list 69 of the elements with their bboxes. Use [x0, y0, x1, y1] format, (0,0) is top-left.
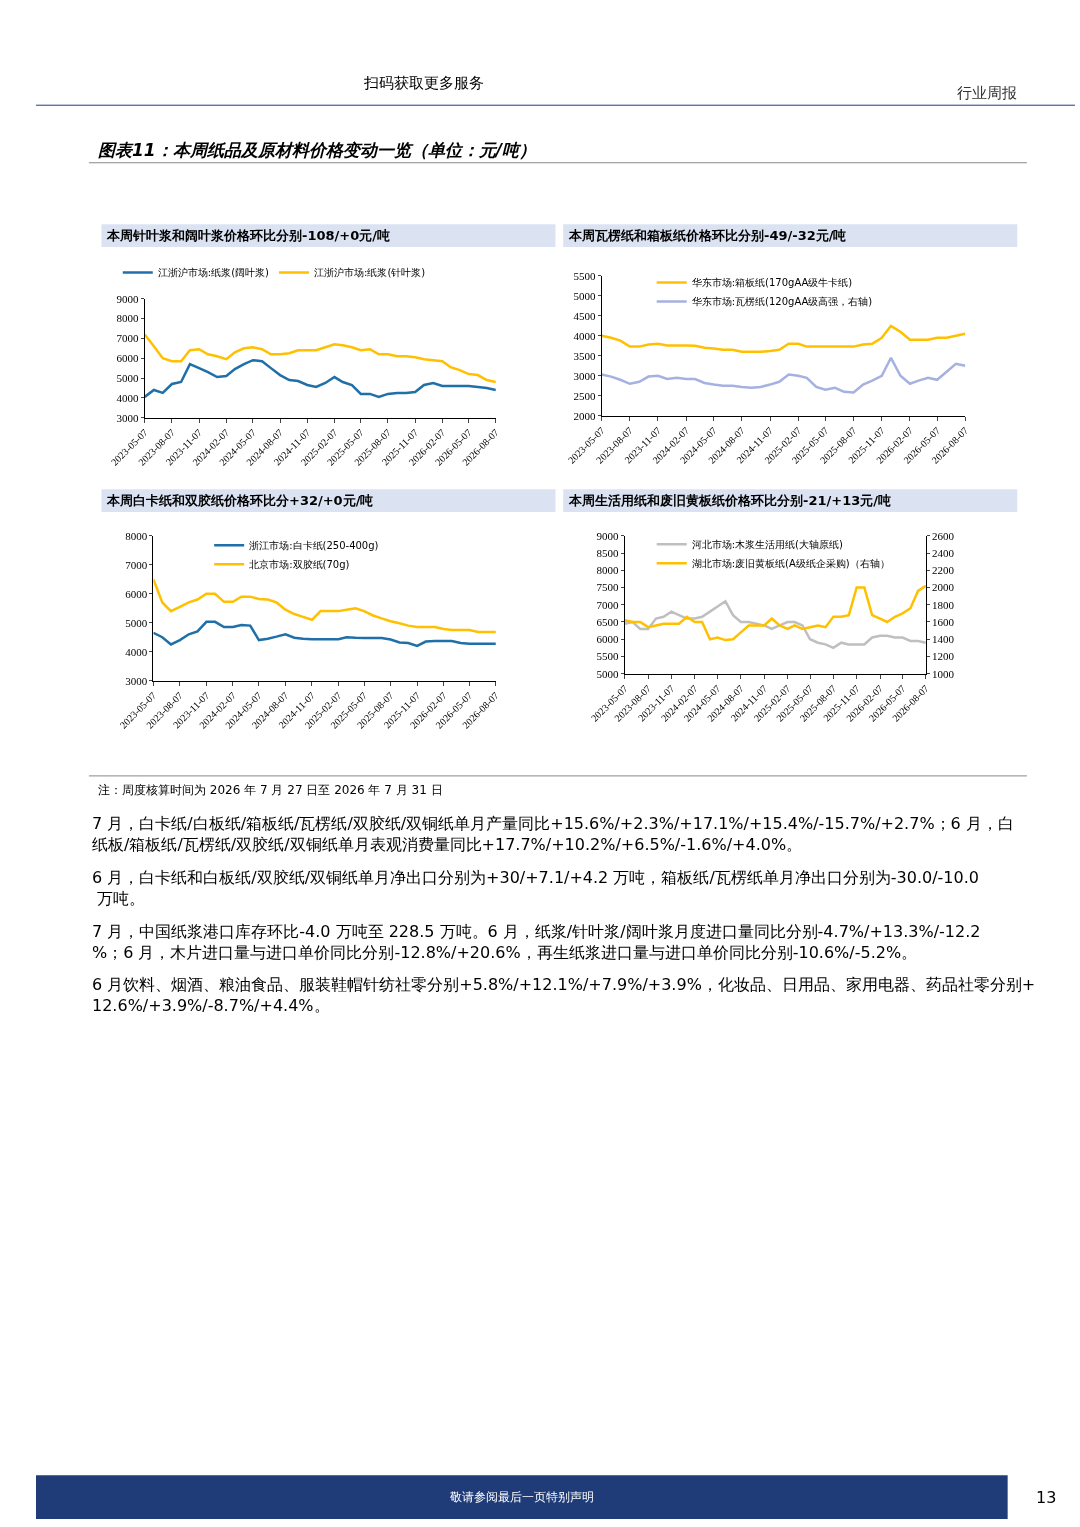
y2-tick-label: 1200 [932, 650, 955, 663]
line-series [153, 578, 496, 634]
y-tick-label: 8500 [596, 546, 620, 559]
text: 图表11：本周纸品及原材料价格变动一览（单位：元/吨） [98, 140, 536, 160]
y2-tick-label: 1800 [932, 598, 955, 611]
y2-tick-label: 1000 [932, 667, 955, 680]
text: 行业周报 [957, 84, 1017, 102]
y-tick-label: 7000 [125, 558, 148, 571]
y-tick-label: 4500 [573, 309, 596, 322]
y2-tick-label: 1600 [932, 615, 955, 628]
y2-tick-label: 2000 [932, 581, 955, 594]
text: 7 月，中国纸浆港口库存环比-4.0 万吨至 228.5 万吨。6 月，纸浆/针叶浆/阔叶浆月度进口量同比分别-4.7%/+13.3%/-12.2%；6 月，木片进口量与进口单价同比分别-12.8%/+20.6%，再生纸浆进口量与进口单价同比分别-10.6%/-5.2%。 [92, 922, 981, 962]
chart-title: 本周生活用纸和废旧黄板纸价格环比分别-21/+13元/吨 [568, 493, 891, 508]
y-tick-label: 5500 [596, 650, 620, 663]
line-series [601, 356, 966, 394]
y-tick-label: 5500 [573, 269, 596, 282]
y-tick-label: 9000 [596, 529, 620, 542]
y-tick-label: 6000 [596, 633, 620, 646]
y-tick-label: 5000 [125, 616, 148, 629]
line-series [624, 600, 926, 650]
text: 6 月，白卡纸和白板纸/双胶纸/双铜纸单月净出口分别为+30/+7.1/+4.2 万吨，箱板纸/瓦楞纸单月净出口分别为-30.0/-10.0 万吨。 [92, 868, 979, 908]
y-tick-label: 7000 [116, 332, 140, 345]
y-tick-label: 8000 [596, 564, 620, 577]
y-tick-label: 3000 [573, 369, 596, 382]
line-series [144, 358, 496, 399]
chart-title: 本周瓦楞纸和箱板纸价格环比分别-49/-32元/吨 [568, 228, 847, 243]
y-tick-label: 3000 [125, 674, 148, 687]
chart-title: 本周白卡纸和双胶纸价格环比分+32/+0元/吨 [106, 493, 374, 508]
y-tick-label: 7000 [596, 598, 620, 611]
y-tick-label: 7500 [596, 581, 620, 594]
text: 13 [1036, 1488, 1057, 1507]
y-tick-label: 9000 [116, 292, 140, 305]
chart-title: 本周针叶浆和阔叶浆价格环比分别-108/+0元/吨 [106, 228, 390, 243]
legend-label: 河北市场:木浆生活用纸(大轴原纸) [691, 539, 843, 551]
legend-label: 江浙沪市场:纸浆(阔叶浆) [157, 267, 270, 279]
y-tick-label: 2500 [573, 389, 596, 402]
y-tick-label: 6500 [596, 615, 620, 628]
y-tick-label: 8000 [125, 529, 148, 542]
y-tick-label: 6000 [125, 587, 148, 600]
y2-tick-label: 2200 [932, 564, 955, 577]
legend-label: 北京市场:双胶纸(70g) [249, 559, 350, 571]
y-tick-label: 3000 [116, 411, 140, 424]
y-tick-label: 5000 [596, 667, 620, 680]
y-tick-label: 8000 [116, 312, 140, 325]
line-series [144, 333, 496, 384]
legend-label: 浙江市场:白卡纸(250-400g) [249, 540, 379, 552]
y-tick-label: 6000 [116, 352, 140, 365]
y-tick-label: 4000 [116, 391, 140, 404]
text: 7 月，白卡纸/白板纸/箱板纸/瓦楞纸/双胶纸/双铜纸单月产量同比+15.6%/+2.3%/+17.1%/+15.4%/-15.7%/+2.7%；6 月，白纸板/箱板纸/瓦楞纸/双胶纸/双铜纸单月表观消费量同比+17.7%/+10.2%/+6.5%/-1.6%/+4.0%。 [92, 814, 1014, 854]
y2-tick-label: 2600 [932, 529, 955, 542]
text: 6 月饮料、烟酒、粮油食品、服装鞋帽针纺社零分别+5.8%/+12.1%/+7.9%/+3.9%，化妆品、日用品、家用电器、药品社零分别+12.6%/+3.9%/-8.7%/+4.4%。 [92, 975, 1036, 1015]
y-tick-label: 4000 [125, 645, 148, 658]
legend-label: 华东市场:箱板纸(170gAA级牛卡纸) [691, 277, 853, 289]
legend-label: 华东市场:瓦楞纸(120gAA级高强，右轴) [691, 296, 873, 308]
y-tick-label: 5000 [116, 371, 140, 384]
text: 扫码获取更多服务 [363, 74, 484, 92]
y-tick-label: 5000 [573, 289, 596, 302]
legend-label: 江浙沪市场:纸浆(针叶浆) [314, 267, 426, 279]
y-tick-label: 2000 [573, 409, 596, 422]
legend-label: 湖北市场:废旧黄板纸(A级纸企采购)（右轴） [691, 558, 890, 570]
y2-tick-label: 1400 [932, 633, 955, 646]
line-series [601, 324, 966, 354]
line-series [624, 584, 926, 642]
line-series [153, 620, 496, 648]
y-tick-label: 4000 [573, 329, 596, 342]
y2-tick-label: 2400 [932, 546, 955, 559]
y-tick-label: 3500 [573, 349, 596, 362]
text: 敬请参阅最后一页特别声明 [450, 1490, 594, 1504]
text: 注：周度核算时间为 2026 年 7 月 27 日至 2026 年 7 月 31 日 [98, 783, 443, 797]
